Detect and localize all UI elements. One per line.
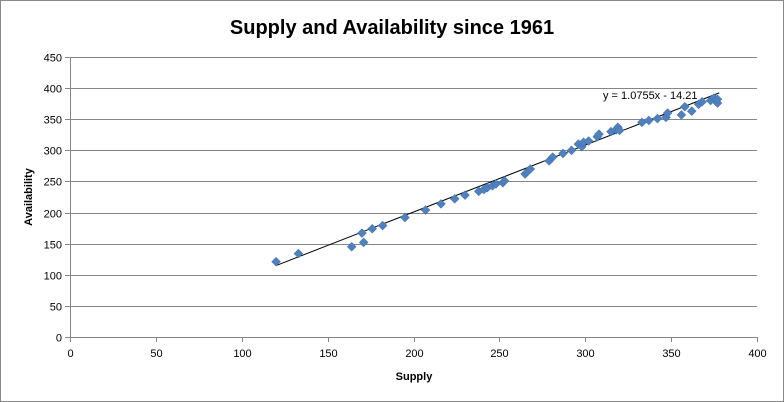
data-point: [566, 145, 577, 156]
data-point: [686, 106, 697, 116]
data-point: [525, 164, 536, 174]
data-point: [643, 115, 654, 126]
x-tick-label: 350: [662, 348, 680, 360]
data-point: [583, 136, 594, 146]
data-point: [662, 108, 673, 118]
y-axis-label: Availability: [23, 167, 35, 226]
data-point: [676, 110, 687, 120]
x-axis-label: Supply: [396, 371, 434, 383]
y-tick-labels: 0 50 100 150 200 250 300 350 400 450: [44, 53, 62, 345]
x-tick-label: 0: [67, 348, 73, 360]
data-point: [420, 205, 431, 215]
x-tick-label: 200: [405, 348, 423, 360]
data-point: [357, 228, 367, 238]
data-point: [697, 96, 707, 107]
data-point: [652, 113, 663, 124]
y-tick-label: 400: [44, 84, 62, 96]
x-tick-label: 300: [576, 348, 594, 360]
data-point: [271, 256, 281, 267]
x-tick-label: 400: [748, 348, 766, 360]
y-tick-label: 0: [56, 333, 62, 345]
data-point: [346, 241, 357, 252]
data-point: [400, 212, 410, 223]
data-point: [712, 94, 723, 105]
chart-title: Supply and Availability since 1961: [230, 17, 554, 39]
data-point: [367, 223, 378, 234]
trendline-equation: y = 1.0755x - 14.21: [603, 90, 697, 102]
data-point: [293, 248, 304, 259]
axes: [65, 57, 758, 342]
data-point: [377, 220, 388, 231]
y-tick-label: 150: [44, 240, 62, 252]
x-tick-label: 100: [233, 348, 251, 360]
data-point: [594, 129, 604, 140]
data-point: [499, 175, 510, 186]
y-tick-label: 350: [44, 115, 62, 127]
data-point: [358, 237, 369, 248]
data-point: [460, 190, 470, 200]
data-point: [614, 125, 625, 136]
data-point: [680, 101, 690, 112]
x-tick-label: 50: [150, 348, 162, 360]
data-points: [271, 93, 723, 267]
x-tick-label: 150: [319, 348, 337, 360]
y-tick-label: 450: [44, 53, 62, 65]
data-point: [436, 198, 446, 209]
data-point: [558, 148, 568, 159]
y-tick-label: 300: [44, 146, 62, 158]
y-tick-label: 50: [50, 302, 62, 314]
x-tick-labels: 0 50 100 150 200 250 300 350 400: [67, 348, 766, 360]
data-point: [449, 194, 460, 204]
data-point: [547, 152, 558, 163]
y-tick-label: 250: [44, 177, 62, 189]
x-tick-label: 250: [490, 348, 508, 360]
y-tick-label: 100: [44, 271, 62, 283]
y-tick-label: 200: [44, 209, 62, 221]
